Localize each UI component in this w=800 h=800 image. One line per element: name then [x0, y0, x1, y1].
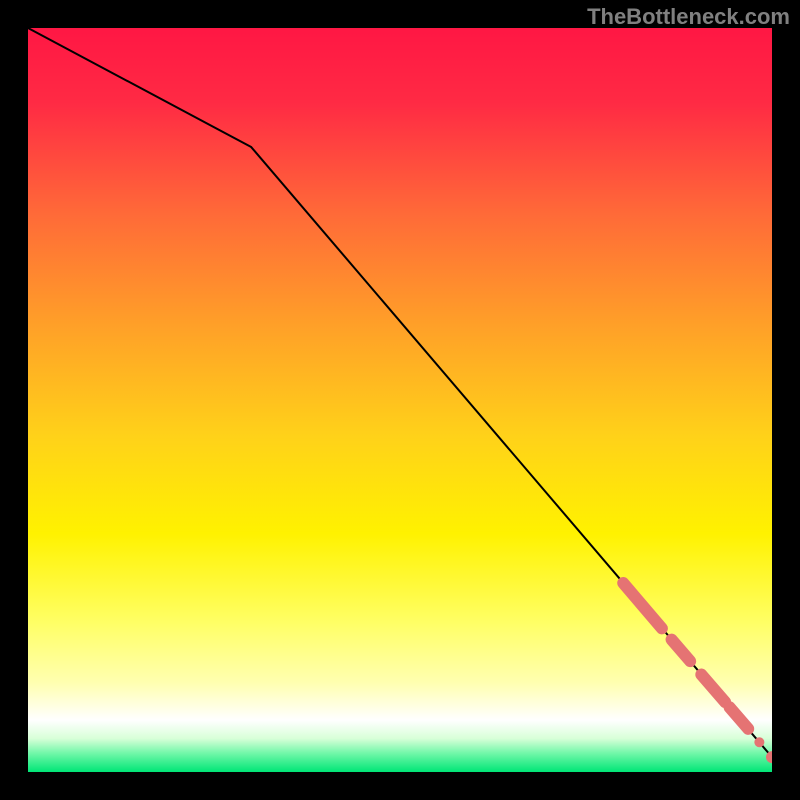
- chart-plot-area: [28, 28, 772, 772]
- chart-svg: [28, 28, 772, 772]
- gradient-background: [28, 28, 772, 772]
- marker-dot: [754, 737, 764, 747]
- watermark-text: TheBottleneck.com: [587, 4, 790, 30]
